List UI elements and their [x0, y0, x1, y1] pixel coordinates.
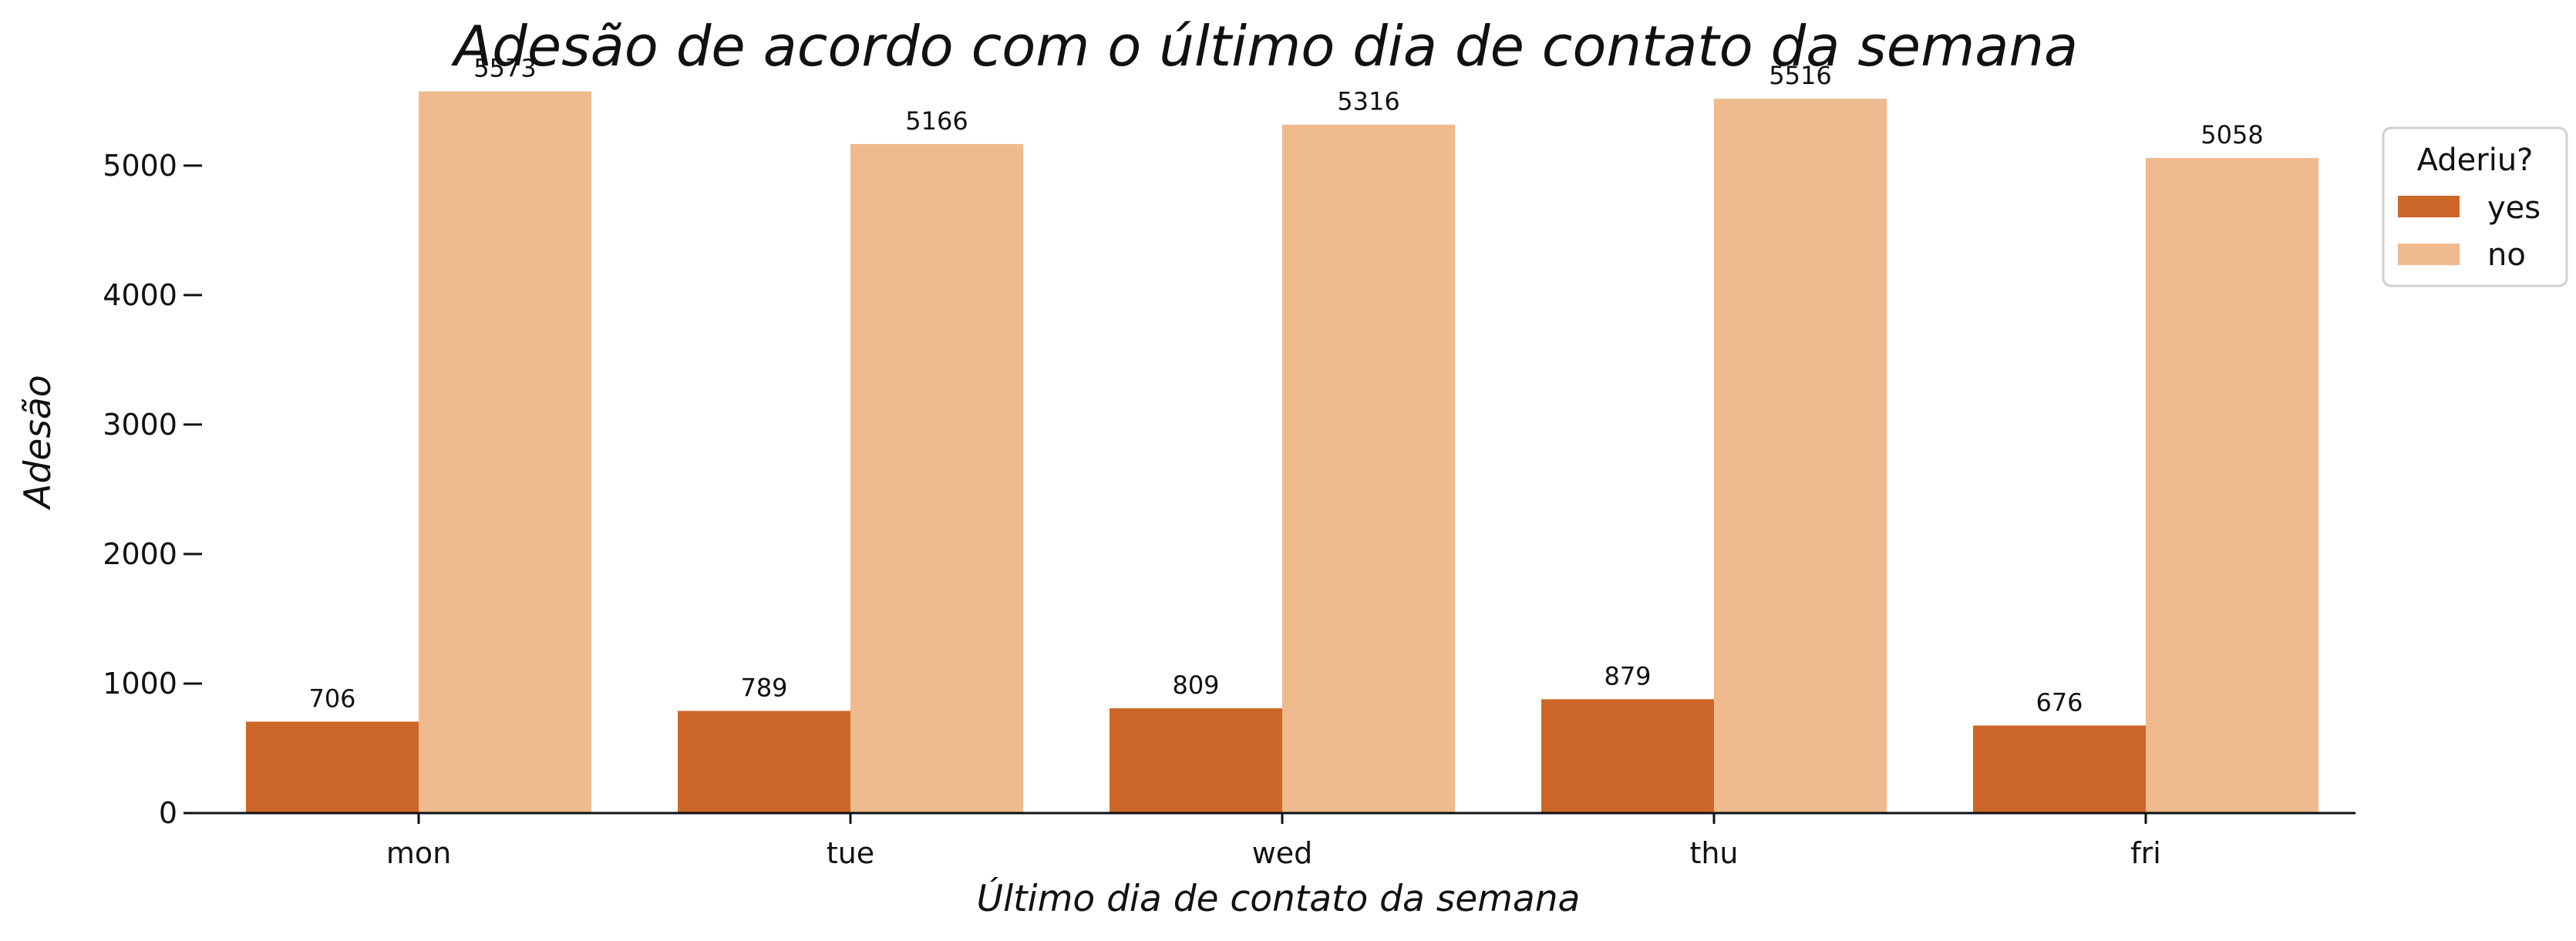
legend-label-no: no — [2487, 237, 2526, 273]
data-label-no-fri: 5058 — [2201, 120, 2263, 150]
y-axis-label: Adesão — [17, 375, 59, 511]
bar-yes-wed — [1110, 708, 1282, 813]
bar-yes-tue — [678, 711, 850, 813]
x-tick-label-mon: mon — [386, 836, 451, 870]
x-tick-label-fri: fri — [2130, 836, 2161, 870]
chart-title: Adesão de acordo com o último dia de con… — [451, 14, 2078, 79]
x-axis-label: Último dia de contato da semana — [977, 878, 1581, 920]
data-label-yes-mon: 706 — [308, 684, 355, 713]
bar-yes-fri — [1973, 725, 2146, 813]
data-label-yes-wed: 809 — [1172, 670, 1219, 700]
y-tick-label: 3000 — [103, 408, 177, 442]
x-tick-label-wed: wed — [1252, 836, 1313, 870]
data-label-yes-fri: 676 — [2036, 687, 2083, 717]
bar-no-fri — [2146, 158, 2318, 814]
bar-no-wed — [1282, 124, 1455, 814]
bar-yes-thu — [1541, 699, 1714, 813]
y-tick-label: 5000 — [103, 149, 177, 183]
x-tick-label-thu: thu — [1689, 836, 1738, 870]
bar-no-thu — [1714, 99, 1887, 813]
legend-swatch-yes — [2398, 196, 2460, 217]
bar-yes-mon — [246, 721, 419, 813]
bar-no-tue — [850, 143, 1023, 814]
legend-swatch-no — [2398, 244, 2460, 265]
x-tick-label-tue: tue — [827, 836, 874, 870]
bar-no-mon — [419, 91, 591, 813]
y-tick-label: 1000 — [103, 667, 177, 701]
y-tick-label: 4000 — [103, 278, 177, 312]
data-label-no-tue: 5166 — [905, 106, 968, 136]
y-tick-label: 0 — [159, 796, 177, 830]
plot-area: 0 1000 2000 3000 4000 5000 706 5573 mon 789 5166 tu… — [103, 54, 2355, 870]
data-label-no-wed: 5316 — [1337, 87, 1399, 116]
y-tick-label: 2000 — [103, 537, 177, 571]
data-label-no-mon: 5573 — [473, 54, 536, 83]
legend-label-yes: yes — [2487, 190, 2541, 226]
data-label-yes-thu: 879 — [1604, 661, 1651, 691]
data-label-no-thu: 5516 — [1769, 61, 1831, 90]
data-label-yes-tue: 789 — [740, 673, 787, 702]
legend-title: Aderiu? — [2417, 143, 2534, 178]
legend: Aderiu? yes no — [2382, 126, 2568, 287]
